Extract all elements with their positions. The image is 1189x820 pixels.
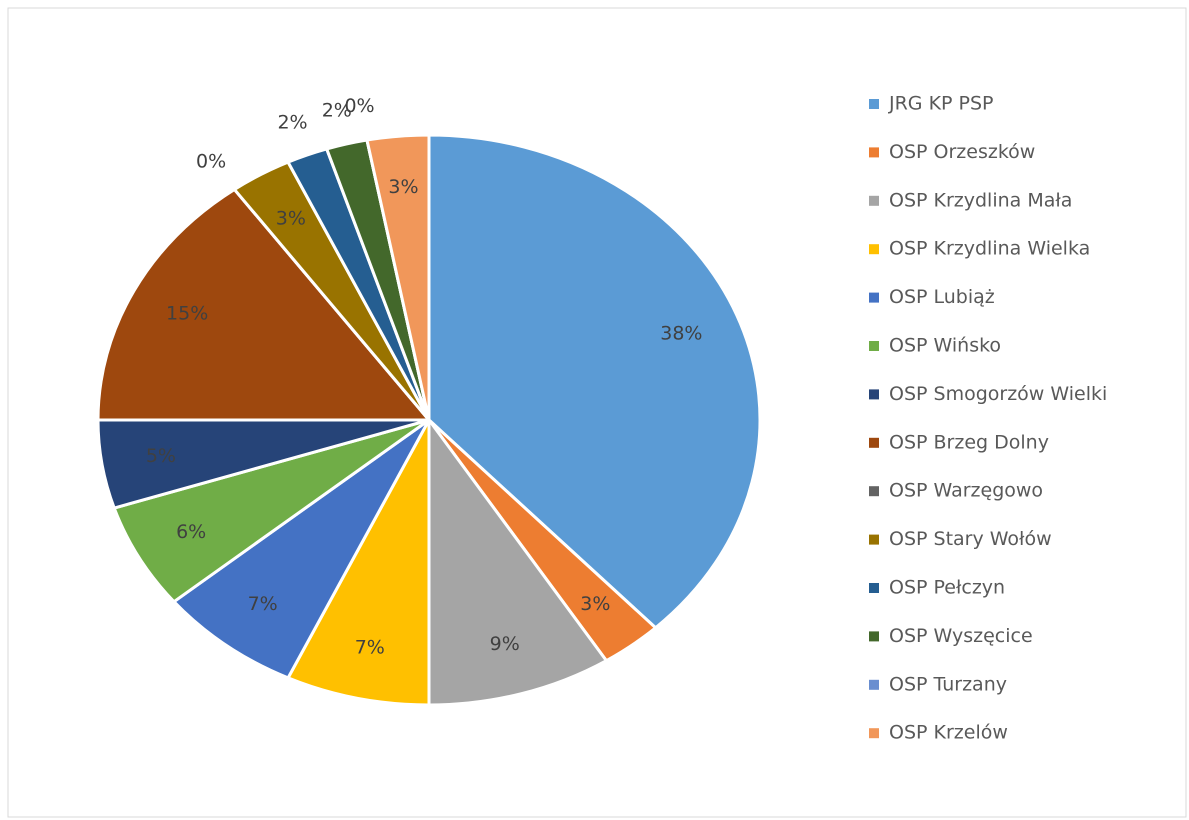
legend-swatch <box>869 486 879 497</box>
data-label: 6% <box>176 521 206 543</box>
legend-swatch <box>869 99 879 109</box>
legend-swatch <box>869 679 879 690</box>
data-label: 2% <box>277 112 307 134</box>
data-label: 7% <box>248 593 278 615</box>
pie-slice <box>427 415 609 707</box>
legend-label: JRG KP PSP <box>888 93 994 115</box>
legend-swatch <box>869 195 879 206</box>
legend-swatch <box>869 631 879 642</box>
legend-label: OSP Lubiąż <box>889 286 995 308</box>
legend-label: OSP Stary Wołów <box>889 528 1052 550</box>
legend-label: OSP Orzeszków <box>889 141 1035 163</box>
pie-slice <box>171 418 431 680</box>
legend-label: OSP Warzęgowo <box>889 480 1043 502</box>
legend-swatch <box>869 292 879 303</box>
data-label: 0% <box>344 95 374 117</box>
legend-label: OSP Krzydlina Mała <box>889 189 1072 211</box>
legend-swatch <box>869 728 879 739</box>
pie-slice <box>96 187 433 422</box>
data-label: 0% <box>196 150 226 172</box>
data-label: 3% <box>276 207 306 229</box>
legend-swatch <box>869 341 879 351</box>
legend-swatch <box>869 534 879 545</box>
pie-slice <box>427 133 762 630</box>
pie-slice <box>112 418 430 604</box>
legend-label: OSP Turzany <box>889 673 1007 695</box>
legend-swatch <box>869 147 879 158</box>
legend-label: OSP Wińsko <box>889 335 1001 357</box>
pie-slice <box>285 419 431 707</box>
data-label: 3% <box>388 176 418 198</box>
legend-swatch <box>869 389 879 400</box>
legend-swatch <box>869 437 879 448</box>
legend-label: OSP Pełczyn <box>889 577 1005 599</box>
data-label: 5% <box>146 445 176 467</box>
legend-label: OSP Brzeg Dolny <box>889 431 1049 453</box>
data-label: 9% <box>490 633 520 655</box>
legend-swatch <box>869 244 879 255</box>
legend-swatch <box>869 583 879 593</box>
data-label: 38% <box>660 322 702 344</box>
data-label: 7% <box>355 637 385 659</box>
pie-slice <box>365 133 431 421</box>
legend-label: OSP Smogorzów Wielki <box>889 383 1107 405</box>
legend-label: OSP Krzelów <box>889 722 1008 744</box>
data-label: 3% <box>580 593 610 615</box>
legend-label: OSP Wyszęcice <box>889 625 1033 647</box>
data-label: 15% <box>166 302 208 324</box>
data-label: 2% <box>322 99 352 121</box>
legend-label: OSP Krzydlina Wielka <box>889 238 1090 260</box>
